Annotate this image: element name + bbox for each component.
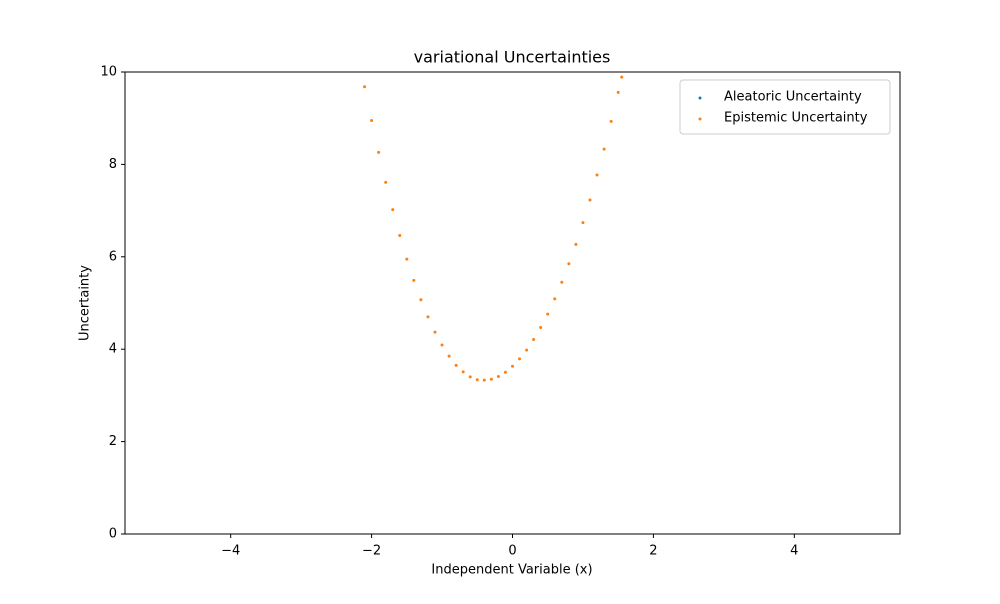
point — [546, 312, 550, 316]
point — [384, 180, 388, 184]
point — [518, 357, 522, 361]
y-tick-label: 10 — [100, 65, 117, 80]
point — [405, 257, 409, 261]
legend-marker — [698, 117, 702, 121]
x-tick-label: 4 — [790, 544, 798, 559]
point — [391, 208, 395, 212]
point — [581, 221, 585, 225]
point — [489, 377, 493, 381]
x-axis-label: Independent Variable (x) — [431, 563, 592, 578]
point — [475, 378, 479, 382]
point — [447, 354, 451, 358]
y-tick-label: 6 — [109, 249, 117, 264]
point — [560, 280, 564, 284]
legend-box — [679, 79, 891, 135]
point — [433, 330, 437, 334]
point — [496, 374, 500, 378]
x-tick-label: −4 — [221, 544, 240, 559]
point — [553, 297, 557, 301]
point — [567, 262, 571, 266]
y-tick-label: 0 — [109, 527, 117, 542]
point — [525, 348, 529, 352]
point — [616, 90, 620, 94]
point — [440, 343, 444, 347]
point — [454, 363, 458, 367]
legend-label: Epistemic Uncertainty — [724, 111, 868, 126]
point — [602, 147, 606, 151]
point — [620, 75, 624, 79]
y-tick-label: 4 — [109, 342, 117, 357]
point — [595, 173, 599, 177]
point — [398, 234, 402, 238]
point — [461, 370, 465, 374]
point — [482, 378, 486, 382]
point — [532, 337, 536, 341]
point — [370, 119, 374, 123]
point — [503, 370, 507, 374]
plot-frame — [124, 71, 901, 535]
point — [426, 315, 430, 319]
legend-label: Aleatoric Uncertainty — [724, 90, 862, 105]
y-tick-label: 8 — [109, 157, 117, 172]
point — [412, 278, 416, 282]
point — [539, 325, 543, 329]
point — [609, 119, 613, 123]
x-tick-label: 0 — [508, 544, 516, 559]
point — [588, 198, 592, 202]
chart-title: variational Uncertainties — [414, 48, 611, 67]
y-axis-label: Uncertainty — [78, 265, 93, 341]
point — [574, 242, 578, 246]
x-tick-label: 2 — [649, 544, 657, 559]
point — [377, 150, 381, 154]
point — [511, 364, 514, 368]
y-tick-label: 2 — [109, 434, 117, 449]
point — [419, 298, 423, 302]
x-tick-label: −2 — [362, 544, 381, 559]
legend-marker — [698, 96, 702, 100]
point — [363, 85, 367, 89]
point — [468, 375, 472, 379]
